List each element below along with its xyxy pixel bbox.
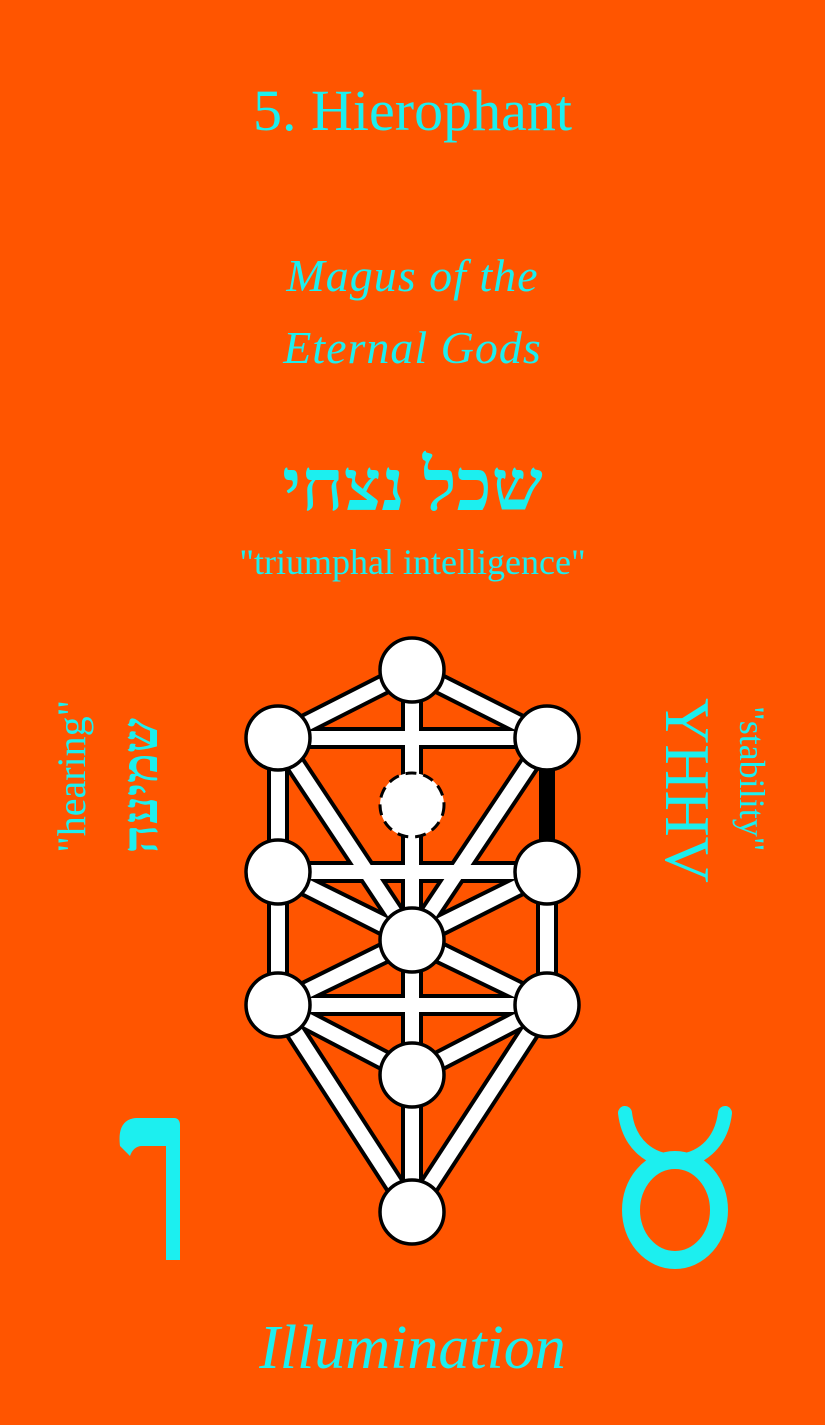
sephirah-malkuth bbox=[378, 1178, 446, 1246]
sephirah-tiphareth bbox=[378, 906, 446, 974]
sephiroth bbox=[244, 636, 581, 1246]
sephirah-chesed bbox=[513, 838, 581, 906]
tree-of-life-diagram bbox=[244, 636, 581, 1246]
path-name-translation: "triumphal intelligence" bbox=[239, 542, 586, 582]
taurus-icon bbox=[618, 1106, 732, 1269]
sephirah-yesod bbox=[378, 1041, 446, 1109]
hebrew-letter-vav-icon bbox=[119, 1118, 180, 1260]
sephirah-kether bbox=[378, 636, 446, 704]
hebrew-path-name: שכל נצחי bbox=[282, 446, 543, 526]
sense-hebrew-label: שמיעה bbox=[112, 718, 168, 854]
sephirah-chokmah bbox=[513, 704, 581, 772]
daath-circle bbox=[378, 771, 446, 839]
divine-name-label: YHHV bbox=[652, 698, 723, 883]
sephirah-hod bbox=[244, 971, 312, 1039]
subtitle-line-1: Magus of the bbox=[286, 250, 539, 301]
card-subtitle: Magus of the Eternal Gods bbox=[0, 240, 825, 384]
quality-label: "stability" bbox=[732, 706, 772, 852]
sephirah-geburah bbox=[244, 838, 312, 906]
sephirah-netzach bbox=[513, 971, 581, 1039]
card-title: 5. Hierophant bbox=[253, 78, 572, 143]
sephirah-binah bbox=[244, 704, 312, 772]
subtitle-line-2: Eternal Gods bbox=[283, 322, 542, 373]
card-keyword: Illumination bbox=[259, 1314, 566, 1382]
sense-label: "hearing" bbox=[49, 700, 94, 853]
